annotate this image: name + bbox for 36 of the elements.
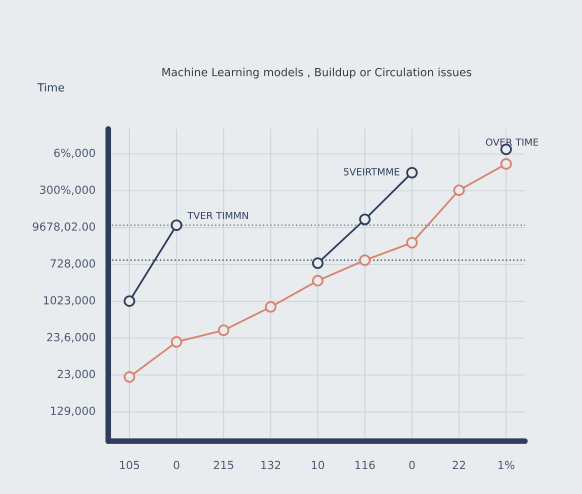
text: 9678,02.00 xyxy=(32,222,96,232)
x-tick-label: 116 xyxy=(355,460,375,470)
x-tick-label: 0 xyxy=(174,460,180,470)
point xyxy=(500,158,512,170)
x-tick-label: 1% xyxy=(498,460,514,470)
x-tick-label: 105 xyxy=(120,460,140,470)
point xyxy=(453,184,465,196)
annotation: TVER TIMMN xyxy=(187,212,248,220)
point xyxy=(170,336,182,348)
chart-title: Machine Learning models , Buildup or Circulation issues xyxy=(162,68,472,78)
point xyxy=(312,257,324,269)
point xyxy=(406,236,418,248)
x-tick-label: 22 xyxy=(452,460,465,470)
text: OVER TIME xyxy=(486,138,538,146)
point xyxy=(170,219,182,231)
point xyxy=(124,295,136,307)
point xyxy=(312,274,324,286)
annotation: 5VEIRTMME xyxy=(344,168,400,176)
text: 23,6,000 xyxy=(47,332,96,342)
point xyxy=(264,301,276,313)
x-tick-label: 0 xyxy=(409,460,415,470)
point xyxy=(359,254,371,266)
point xyxy=(359,214,371,226)
point xyxy=(406,166,418,178)
text: 6%,000 xyxy=(54,148,96,158)
text: 728,000 xyxy=(50,259,96,269)
text: 300%,000 xyxy=(40,186,96,196)
x-tick-label: 215 xyxy=(214,460,234,470)
point xyxy=(218,324,230,336)
text: 1023,000 xyxy=(44,296,96,306)
text: 23,000 xyxy=(58,370,96,380)
point xyxy=(124,371,136,383)
text: Time xyxy=(37,82,64,92)
x-tick-label: 132 xyxy=(261,460,280,470)
text: 129,000 xyxy=(51,406,96,416)
x-tick-label: 10 xyxy=(312,460,324,470)
